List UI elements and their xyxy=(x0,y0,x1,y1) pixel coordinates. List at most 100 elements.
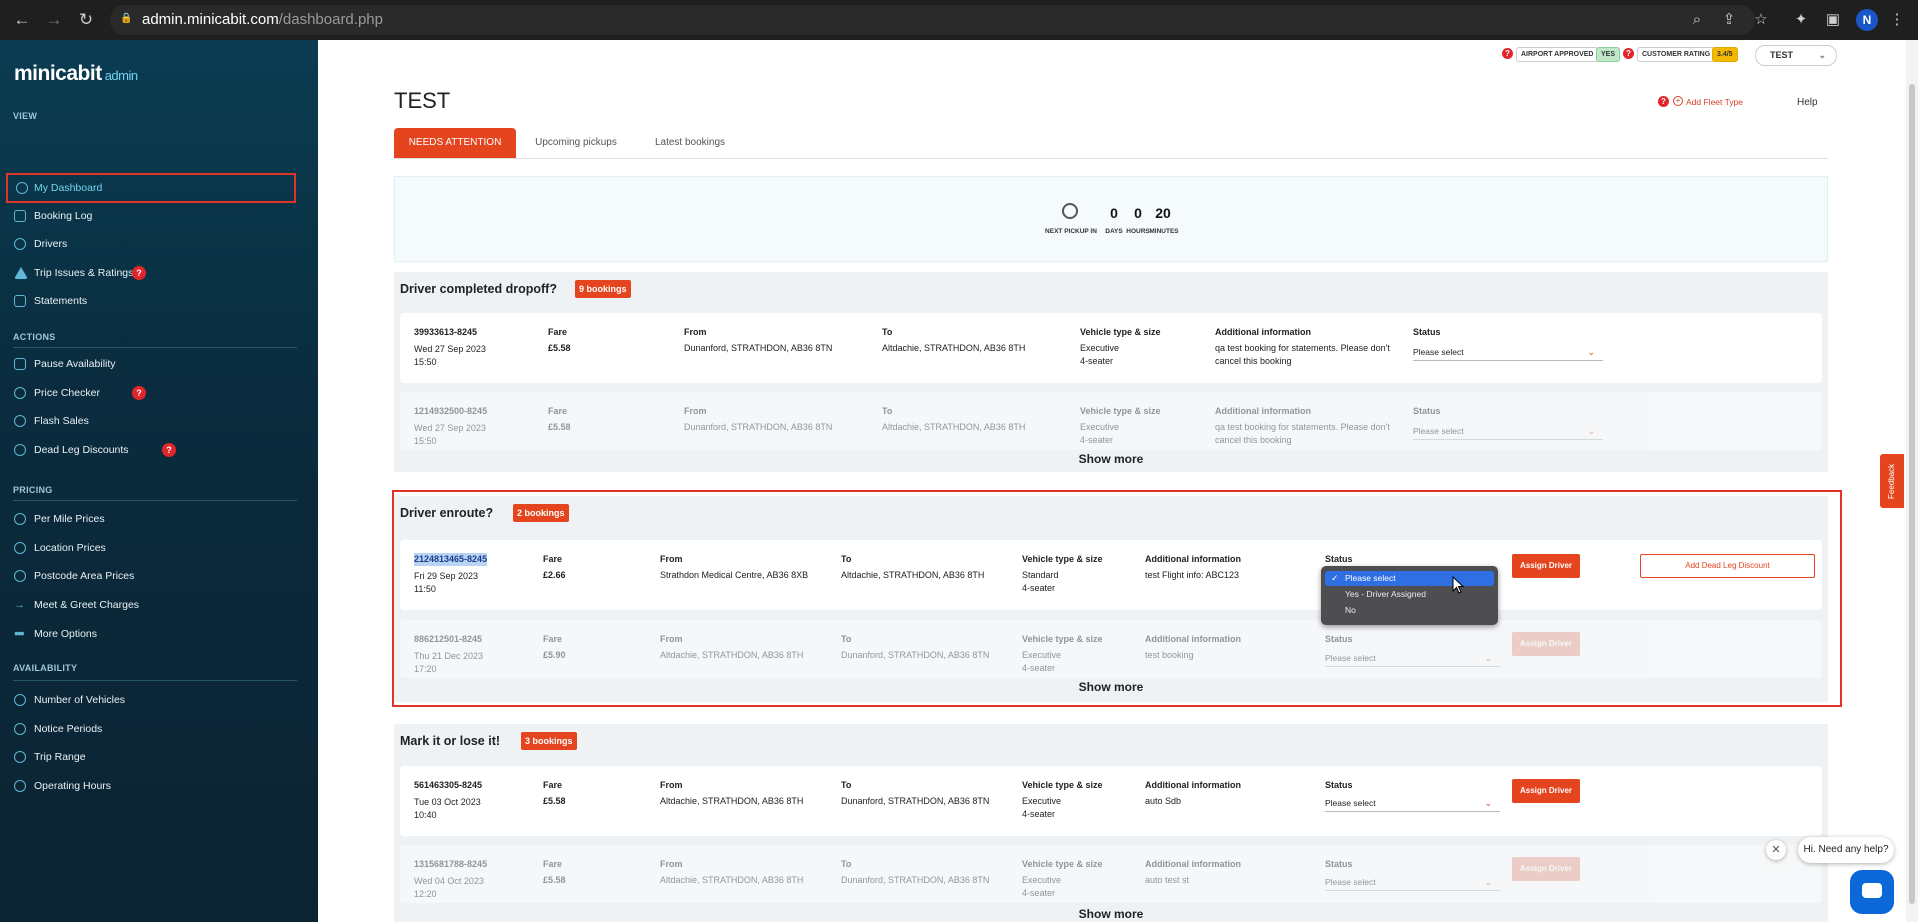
browser-toolbar: ← → ↻ 🔒 admin.minicabit.com/dashboard.ph… xyxy=(0,0,1918,40)
help-icon[interactable]: ? xyxy=(1658,96,1669,107)
divider xyxy=(13,347,297,348)
booking-id[interactable]: 2124813465-8245 xyxy=(414,553,488,566)
sidebar-item-trip-range[interactable]: Trip Range xyxy=(14,747,294,767)
address-bar[interactable]: 🔒 admin.minicabit.com/dashboard.php xyxy=(110,5,1755,35)
menu-icon[interactable]: ⋮ xyxy=(1889,11,1905,28)
sidebar-item-booking-log[interactable]: Booking Log xyxy=(14,206,294,226)
customer-rating-label: CUSTOMER RATING xyxy=(1637,47,1716,62)
chat-close-button[interactable]: ✕ xyxy=(1766,840,1786,860)
sidebar-item-statements[interactable]: Statements xyxy=(14,291,294,311)
section-pricing: PRICING xyxy=(13,485,53,495)
show-more-link[interactable]: Show more xyxy=(1078,680,1144,694)
booking-row[interactable]: 1214932500-8245 Wed 27 Sep 2023 15:50 Fare… xyxy=(400,392,1822,450)
sidebar-item-number-of-vehicles[interactable]: Number of Vehicles xyxy=(14,690,294,710)
dropdown-option-driver-assigned[interactable]: Yes - Driver Assigned xyxy=(1345,589,1426,599)
scrollbar-thumb[interactable] xyxy=(1909,84,1915,904)
assign-driver-button[interactable]: Assign Driver xyxy=(1512,779,1580,803)
back-icon[interactable]: ← xyxy=(13,10,31,29)
sidebar-item-postcode-area-prices[interactable]: Postcode Area Prices xyxy=(14,566,294,586)
zoom-icon[interactable]: ⌕ xyxy=(1692,11,1702,28)
vehicle-size: 4-seater xyxy=(1080,356,1114,366)
scrollbar[interactable] xyxy=(1906,40,1918,922)
booking-row[interactable]: 1315681788-8245 Wed 04 Oct 2023 12:20 Fare… xyxy=(400,845,1822,903)
tab-upcoming-pickups[interactable]: Upcoming pickups xyxy=(535,137,617,148)
tab-needs-attention[interactable]: NEEDS ATTENTION xyxy=(394,128,516,158)
sidebar-item-per-mile-prices[interactable]: Per Mile Prices xyxy=(14,509,294,529)
add-dead-leg-discount-button[interactable]: Add Dead Leg Discount xyxy=(1640,554,1815,578)
booking-id[interactable]: 1315681788-8245 xyxy=(414,859,488,869)
booking-id[interactable]: 886212501-8245 xyxy=(414,634,483,644)
booking-time: 11:50 xyxy=(414,584,436,594)
status-select[interactable]: Please select ⌄ xyxy=(1413,345,1603,361)
status-select[interactable]: Please select ⌄ xyxy=(1325,796,1500,812)
booking-id[interactable]: 1214932500-8245 xyxy=(414,406,488,416)
booking-time: 10:40 xyxy=(414,810,437,820)
dashboard-icon xyxy=(16,182,28,194)
booking-row[interactable]: 2124813465-8245 Fri 29 Sep 2023 11:50 Fare… xyxy=(400,540,1822,610)
assign-driver-button[interactable]: Assign Driver xyxy=(1512,857,1580,881)
bookmark-star-icon[interactable]: ☆ xyxy=(1754,11,1768,28)
status-select[interactable]: Please select ⌄ xyxy=(1413,424,1603,440)
reload-icon[interactable]: ↻ xyxy=(78,10,94,29)
fare-value: £5.58 xyxy=(543,796,566,806)
profile-avatar[interactable]: N xyxy=(1856,9,1878,31)
show-more-link[interactable]: Show more xyxy=(1078,452,1144,466)
help-link[interactable]: Help xyxy=(1797,97,1818,108)
fare-label: Fare xyxy=(543,634,563,644)
fare-value: £5.58 xyxy=(548,343,571,353)
logo[interactable]: minicabit admin xyxy=(14,62,138,85)
flash-icon xyxy=(14,415,26,427)
show-more-link[interactable]: Show more xyxy=(1078,907,1144,921)
booking-row[interactable]: 39933613-8245 Wed 27 Sep 2023 15:50 Fare £5… xyxy=(400,313,1822,383)
sidebar-item-location-prices[interactable]: Location Prices xyxy=(14,538,294,558)
tab-latest-bookings[interactable]: Latest bookings xyxy=(654,137,726,148)
chat-launcher-button[interactable] xyxy=(1850,870,1894,914)
dropdown-option-no[interactable]: No xyxy=(1345,605,1356,615)
checkmark-icon: ✓ xyxy=(1331,573,1339,583)
sidebar-item-more-options[interactable]: ••• More Options xyxy=(14,625,98,641)
panel-driver-enroute: Driver enroute? 2 bookings 2124813465-82… xyxy=(394,496,1828,702)
url-text: admin.minicabit.com/dashboard.php xyxy=(142,11,383,28)
help-icon[interactable]: ? xyxy=(1502,48,1513,59)
booking-date: Tue 03 Oct 2023 xyxy=(414,797,481,807)
chat-prompt-bubble[interactable]: Hi. Need any help? xyxy=(1798,837,1894,863)
sidebar-item-dead-leg-discounts[interactable]: Dead Leg Discounts? xyxy=(14,440,294,460)
sidebar-item-pause-availability[interactable]: Pause Availability xyxy=(14,354,294,374)
share-icon[interactable]: ⇪ xyxy=(1722,11,1736,28)
status-select[interactable]: Please select ⌄ xyxy=(1325,651,1500,667)
countdown-minutes: 20 xyxy=(1155,205,1171,221)
list-icon xyxy=(14,210,26,222)
vehicle-label: Vehicle type & size xyxy=(1080,327,1161,337)
add-fleet-type-link[interactable]: ? + Add Fleet Type xyxy=(1658,96,1743,107)
status-dropdown-menu[interactable]: ✓ Please select Yes - Driver Assigned No xyxy=(1321,566,1498,625)
info-line-1: test booking xyxy=(1145,650,1194,660)
chevron-down-icon: ⌄ xyxy=(1818,50,1826,60)
help-icon[interactable]: ? xyxy=(1623,48,1634,59)
customer-rating-value: 3.4/5 xyxy=(1712,47,1738,62)
sidebar-item-notice-periods[interactable]: Notice Periods xyxy=(14,719,294,739)
tab-divider xyxy=(394,158,1828,159)
sidebar-item-operating-hours[interactable]: Operating Hours xyxy=(14,776,294,796)
booking-id[interactable]: 39933613-8245 xyxy=(414,327,478,337)
booking-id[interactable]: 561463305-8245 xyxy=(414,780,483,790)
sidepanel-icon[interactable]: ▣ xyxy=(1825,11,1841,28)
dropdown-option-please-select[interactable]: ✓ Please select xyxy=(1325,571,1494,586)
account-select[interactable]: TEST ⌄ xyxy=(1755,45,1837,66)
status-label: Status xyxy=(1325,634,1353,644)
status-select[interactable]: Please select ⌄ xyxy=(1325,875,1500,891)
assign-driver-button[interactable]: Assign Driver xyxy=(1512,554,1580,578)
to-value: Altdachie, STRATHDON, AB36 8TH xyxy=(882,422,1026,432)
sidebar-item-drivers[interactable]: Drivers xyxy=(14,234,294,254)
booking-row[interactable]: 886212501-8245 Thu 21 Dec 2023 17:20 Fare £… xyxy=(400,620,1822,678)
feedback-tab[interactable]: Feedback xyxy=(1880,454,1904,508)
forward-icon[interactable]: → xyxy=(45,10,63,29)
booking-row[interactable]: 561463305-8245 Tue 03 Oct 2023 10:40 Fare £… xyxy=(400,766,1822,836)
fare-label: Fare xyxy=(543,780,563,790)
sidebar-item-meet-greet[interactable]: → Meet & Greet Charges xyxy=(14,595,294,615)
assign-driver-button[interactable]: Assign Driver xyxy=(1512,632,1580,656)
sidebar-item-my-dashboard[interactable]: My Dashboard xyxy=(6,173,296,203)
sidebar-item-trip-issues[interactable]: Trip Issues & Ratings? xyxy=(14,263,294,283)
extensions-icon[interactable]: ✦ xyxy=(1794,11,1808,28)
sidebar-item-price-checker[interactable]: Price Checker? xyxy=(14,383,294,403)
sidebar-item-flash-sales[interactable]: Flash Sales xyxy=(14,411,294,431)
